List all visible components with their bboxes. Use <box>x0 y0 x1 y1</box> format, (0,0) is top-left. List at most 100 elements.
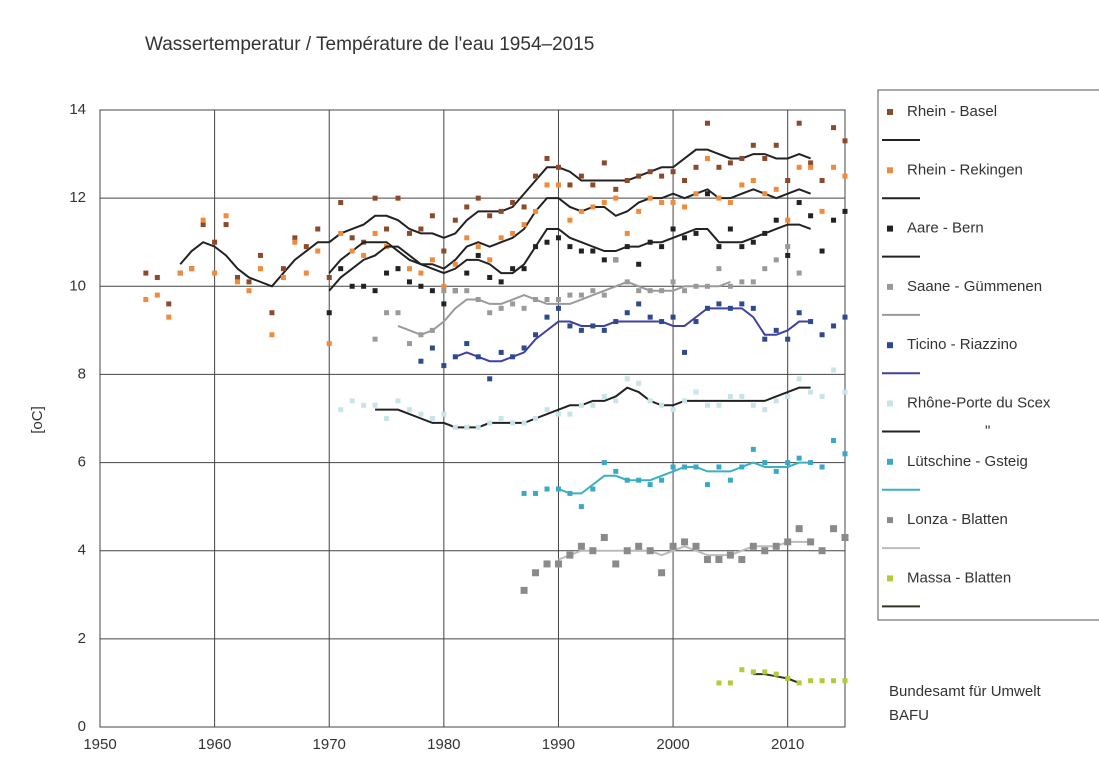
data-point <box>212 239 218 245</box>
data-point <box>636 301 642 307</box>
data-point <box>659 244 665 250</box>
y-tick-label: 12 <box>69 189 86 206</box>
data-point <box>429 416 435 421</box>
data-point <box>612 560 620 568</box>
data-point <box>773 257 779 263</box>
data-point <box>452 288 458 294</box>
data-point <box>555 182 561 188</box>
data-point <box>544 182 550 188</box>
data-point <box>739 279 745 285</box>
data-point <box>715 556 723 564</box>
data-point <box>703 556 711 564</box>
data-point <box>498 416 504 421</box>
data-point <box>762 460 768 466</box>
data-point <box>808 319 814 325</box>
data-point <box>533 490 539 496</box>
data-point <box>533 208 539 214</box>
legend-label: Lonza - Blatten <box>907 511 1008 528</box>
data-point <box>796 200 802 206</box>
data-point <box>750 669 756 675</box>
data-point <box>177 270 183 276</box>
legend-marker <box>887 109 893 115</box>
data-point <box>636 380 642 386</box>
data-point <box>418 358 424 364</box>
data-point <box>429 327 435 333</box>
data-point <box>384 416 390 421</box>
data-point <box>785 178 791 184</box>
data-point <box>303 270 309 276</box>
data-point <box>796 376 802 382</box>
data-point <box>338 266 344 272</box>
data-point <box>704 155 710 161</box>
data-point <box>441 301 447 307</box>
data-point <box>406 279 412 285</box>
data-point <box>555 164 561 170</box>
data-point <box>727 305 733 311</box>
data-point <box>682 398 688 404</box>
legend-marker <box>887 283 893 290</box>
data-point <box>418 283 424 289</box>
data-point <box>636 288 642 294</box>
data-point <box>200 222 206 228</box>
legend-label: Lütschine - Gsteig <box>907 453 1028 470</box>
chart-title: Wassertemperatur / Température de l'eau … <box>145 34 594 55</box>
data-point <box>533 173 539 179</box>
data-point <box>623 547 631 555</box>
data-point <box>280 274 286 280</box>
data-point <box>498 279 504 285</box>
data-point <box>235 279 241 285</box>
data-point <box>716 301 722 307</box>
legend-label: Ticino - Riazzino <box>907 336 1017 353</box>
data-point <box>429 288 435 294</box>
data-point <box>773 142 779 148</box>
data-point <box>681 538 689 546</box>
data-point <box>395 266 401 272</box>
data-point <box>704 120 710 126</box>
data-point <box>464 270 470 276</box>
data-point <box>831 367 837 373</box>
legend-box <box>877 89 1099 621</box>
data-point <box>762 266 768 272</box>
data-point <box>429 345 435 351</box>
data-point <box>555 235 561 241</box>
data-point <box>590 182 596 188</box>
data-point <box>246 288 252 294</box>
data-point <box>807 538 815 546</box>
data-point <box>750 446 756 452</box>
data-point <box>567 323 573 329</box>
data-point <box>567 292 573 298</box>
data-point <box>521 490 527 496</box>
data-point <box>659 288 665 294</box>
data-point <box>543 560 551 568</box>
data-point <box>544 486 550 492</box>
data-point <box>842 451 848 457</box>
data-point <box>659 200 665 206</box>
data-point <box>670 226 676 232</box>
data-point <box>429 213 435 219</box>
data-point <box>441 363 447 369</box>
data-point <box>819 464 825 470</box>
data-point <box>682 349 688 355</box>
data-point <box>796 270 802 276</box>
data-point <box>646 547 654 555</box>
data-point <box>533 244 539 250</box>
data-point <box>831 323 837 329</box>
data-point <box>750 178 756 184</box>
data-point <box>315 226 321 232</box>
data-point <box>361 283 367 289</box>
data-point <box>716 244 722 250</box>
data-point <box>613 398 619 404</box>
legend-marker <box>887 517 893 524</box>
data-point <box>372 402 378 408</box>
data-point <box>818 547 826 555</box>
data-point <box>613 186 619 192</box>
data-point <box>727 160 733 166</box>
data-point <box>819 332 825 338</box>
data-point <box>510 200 516 206</box>
data-point <box>452 424 458 430</box>
data-point <box>441 288 447 294</box>
data-point <box>487 376 493 382</box>
data-point <box>762 669 768 675</box>
data-point <box>739 155 745 161</box>
data-point <box>601 460 607 466</box>
